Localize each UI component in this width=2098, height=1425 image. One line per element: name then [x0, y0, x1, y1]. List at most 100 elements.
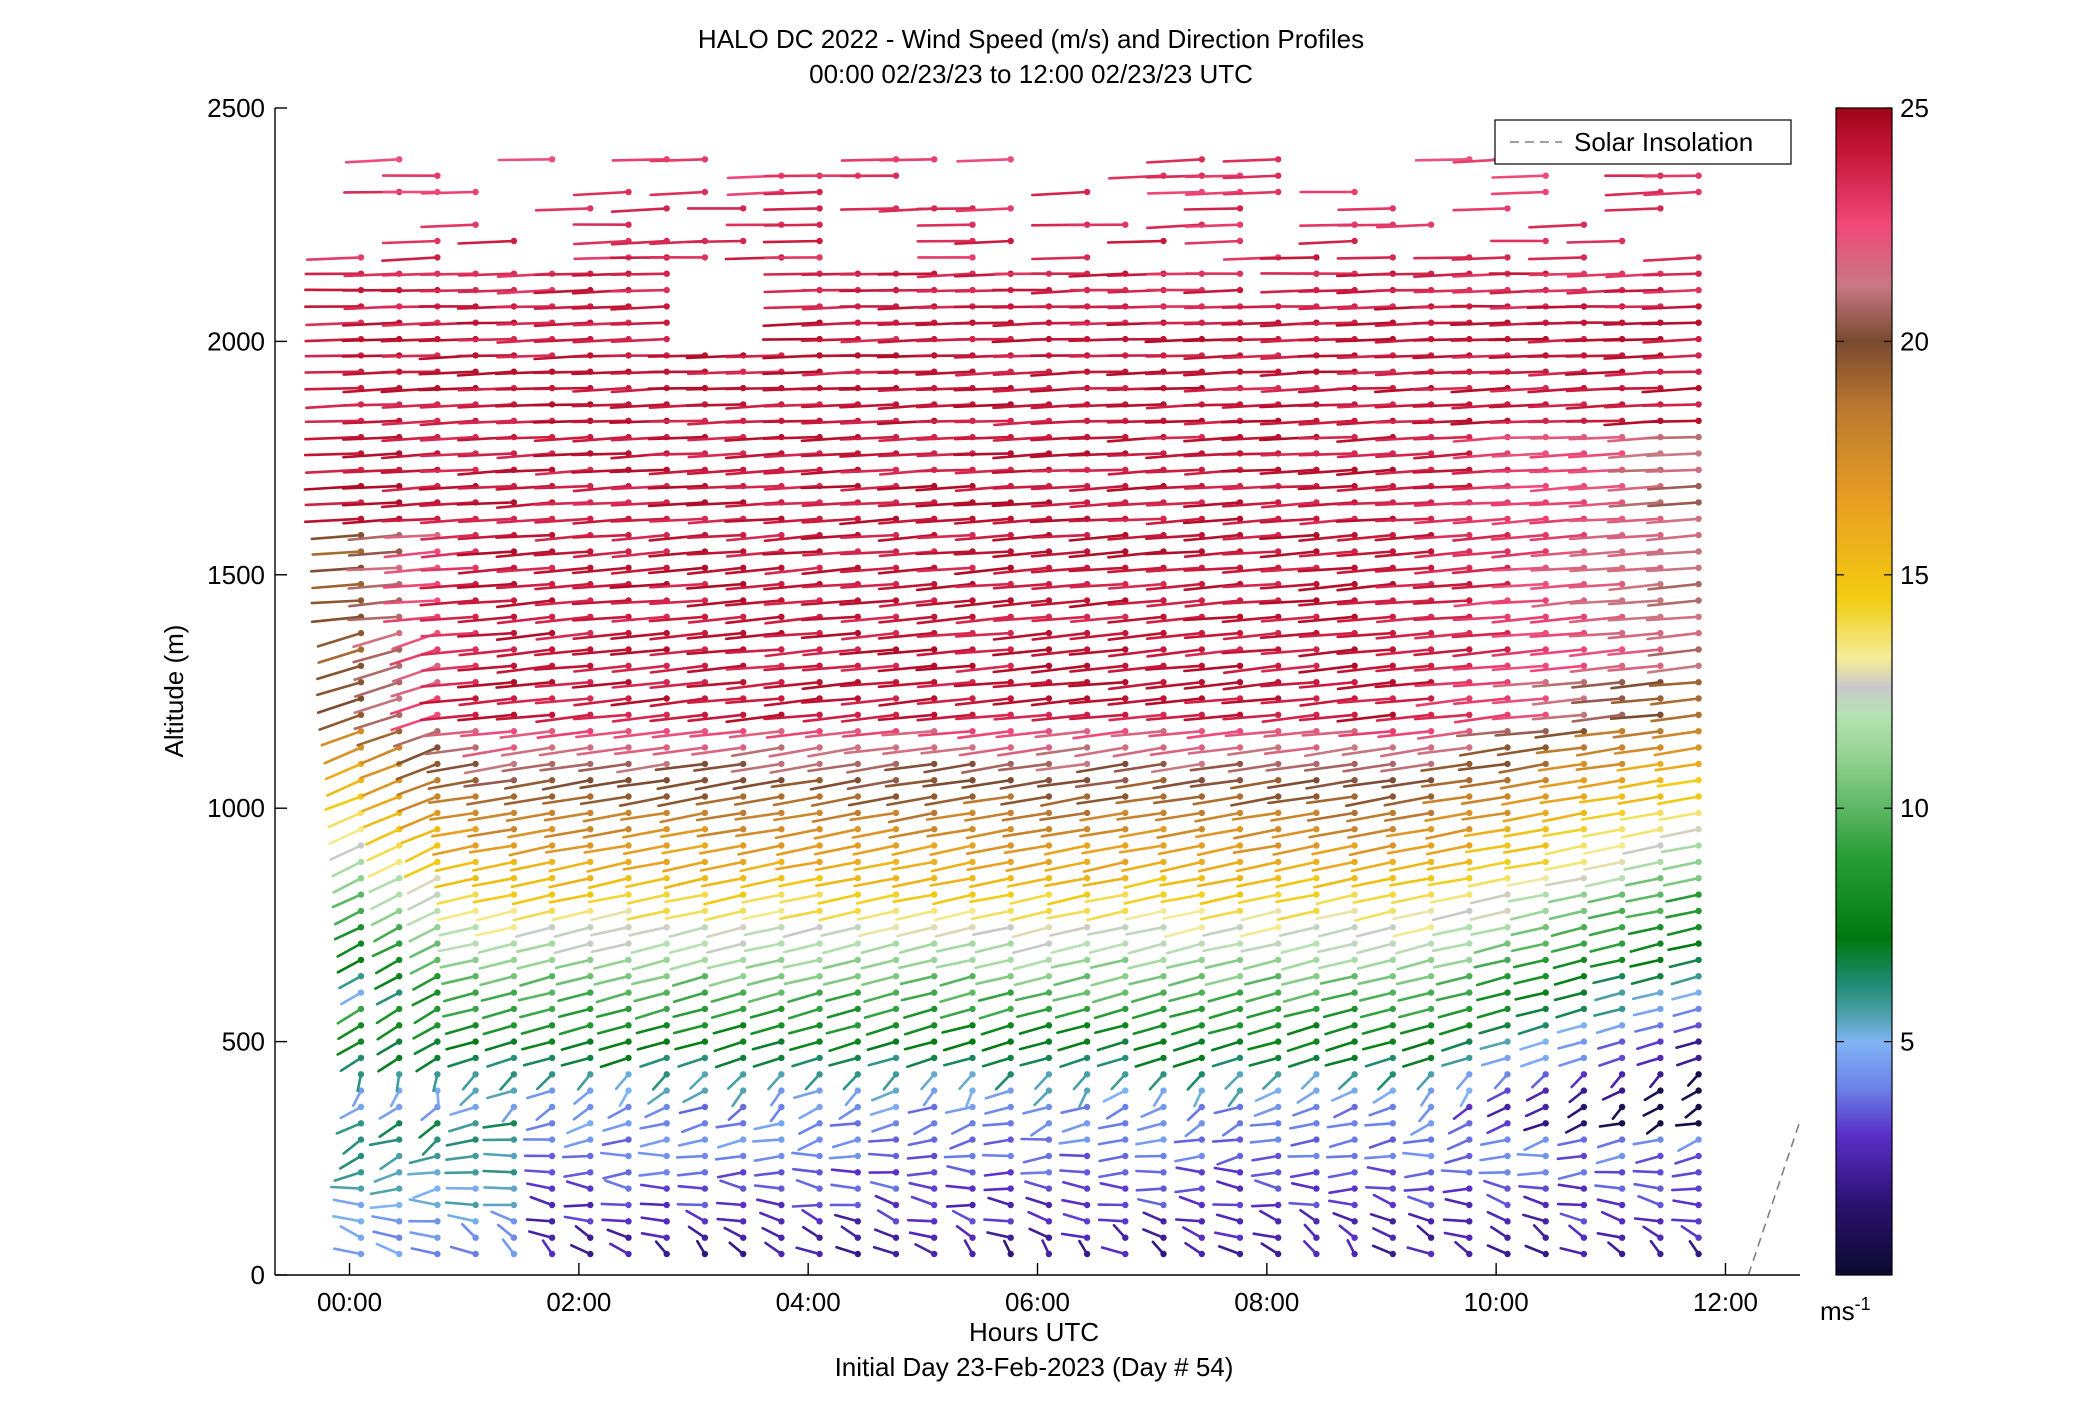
- wind-barb-point: [510, 1022, 518, 1029]
- wind-barb-point: [1122, 858, 1129, 866]
- wind-barb-stick: [916, 631, 974, 639]
- wind-barb-stick: [724, 517, 783, 523]
- wind-barb-point: [1313, 254, 1320, 261]
- wind-barb-stick: [763, 582, 821, 591]
- wind-barb-point: [1083, 809, 1091, 817]
- wind-barb-point: [854, 907, 861, 915]
- wind-barb-point: [1542, 662, 1549, 669]
- wind-barb-stick: [1275, 893, 1318, 904]
- wind-barb-stick: [611, 550, 669, 559]
- x-tick-label: 12:00: [1693, 1287, 1758, 1317]
- wind-barb-stick: [1450, 386, 1509, 394]
- wind-barb-stick: [611, 680, 669, 689]
- wind-barb-stick: [1335, 337, 1395, 343]
- wind-barb-stick: [495, 435, 554, 441]
- wind-barb-point: [1618, 891, 1626, 898]
- wind-barb-stick: [1426, 860, 1471, 871]
- wind-barb-stick: [942, 1056, 974, 1067]
- wind-barb-stick: [378, 1122, 401, 1138]
- wind-barb-stick: [310, 599, 363, 605]
- wind-barb-point: [701, 597, 709, 604]
- wind-barb-stick: [677, 1138, 707, 1147]
- wind-barb-stick: [1647, 582, 1700, 591]
- wind-barb-stick: [1635, 1154, 1662, 1164]
- wind-barb-point: [1045, 1234, 1053, 1241]
- wind-barb-point: [1083, 875, 1091, 882]
- wind-barb-stick: [1645, 452, 1700, 458]
- wind-barb-point: [1657, 1152, 1664, 1160]
- wind-barb-point: [434, 597, 441, 604]
- wind-barb-stick: [1660, 844, 1700, 854]
- wind-barb-point: [1083, 1087, 1091, 1094]
- wind-barb-stick: [994, 1073, 1013, 1091]
- wind-barb-stick: [1324, 1056, 1356, 1067]
- wind-barb-point: [1657, 1038, 1664, 1045]
- wind-barb-stick: [1417, 746, 1471, 756]
- wind-barb-stick: [1375, 468, 1433, 476]
- wind-barb-point: [1236, 1152, 1244, 1160]
- wind-barb-stick: [1412, 582, 1471, 590]
- wind-barb-stick: [1527, 386, 1586, 394]
- wind-barb-stick: [867, 1152, 898, 1158]
- wind-barb-point: [663, 319, 670, 326]
- wind-barb-point: [1657, 1136, 1664, 1143]
- wind-barb-stick: [1452, 533, 1509, 542]
- wind-barb-point: [1275, 1152, 1282, 1160]
- wind-barb-stick: [953, 517, 1013, 525]
- wind-barb-point: [1198, 1022, 1206, 1029]
- wind-barb-stick: [1397, 1007, 1433, 1019]
- wind-barb-stick: [840, 615, 898, 624]
- wind-barb-point: [1466, 760, 1473, 768]
- wind-barb-stick: [1488, 403, 1547, 409]
- wind-barb-stick: [1674, 1122, 1700, 1127]
- wind-barb-point: [969, 1136, 976, 1143]
- wind-barb-stick: [381, 256, 439, 263]
- wind-barb-stick: [1336, 484, 1395, 493]
- wind-barb-point: [1122, 1038, 1129, 1045]
- wind-barb-stick: [456, 354, 516, 358]
- wind-barb-stick: [1459, 746, 1509, 757]
- wind-barb-stick: [1317, 958, 1356, 970]
- wind-barb-stick: [1486, 1122, 1509, 1135]
- wind-barb-stick: [1427, 876, 1471, 887]
- wind-barb-stick: [1336, 648, 1395, 656]
- wind-barb-point: [587, 205, 594, 212]
- wind-barb-point: [1083, 907, 1091, 915]
- wind-barb-point: [1275, 777, 1282, 784]
- wind-barb-stick: [1183, 713, 1242, 722]
- wind-barb-point: [1275, 858, 1282, 866]
- wind-barb-stick: [1013, 974, 1051, 987]
- wind-barb-stick: [1168, 974, 1204, 987]
- wind-barb-stick: [1476, 1007, 1509, 1019]
- wind-barb-stick: [557, 991, 592, 1003]
- wind-barb-stick: [1341, 746, 1395, 757]
- wind-barb-stick: [1280, 942, 1318, 955]
- wind-barb-stick: [496, 648, 554, 658]
- wind-barb-stick: [1604, 305, 1662, 309]
- wind-barb-stick: [860, 942, 898, 955]
- wind-barb-point: [663, 679, 670, 686]
- wind-barb-stick: [324, 762, 363, 781]
- wind-barb-stick: [522, 1056, 554, 1067]
- wind-barb-stick: [1498, 762, 1547, 774]
- wind-barb-point: [892, 564, 900, 571]
- wind-barb-stick: [755, 1198, 783, 1207]
- wind-barb-stick: [871, 1122, 898, 1133]
- wind-barb-point: [1427, 629, 1435, 637]
- wind-barb-point: [434, 891, 441, 898]
- wind-barb-point: [1351, 924, 1358, 931]
- wind-barb-point: [663, 973, 670, 980]
- wind-barb-stick: [406, 909, 439, 927]
- wind-barb-stick: [1617, 795, 1662, 805]
- wind-barb-point: [1045, 989, 1053, 996]
- wind-barb-point: [587, 482, 594, 490]
- wind-barb-point: [1083, 760, 1091, 768]
- wind-barb-stick: [839, 517, 898, 526]
- wind-barb-point: [1083, 482, 1091, 490]
- wind-barb-stick: [409, 942, 439, 959]
- wind-barb-stick: [456, 631, 516, 638]
- wind-barb-point: [740, 1152, 747, 1160]
- wind-barb-stick: [563, 1215, 592, 1223]
- wind-barb-stick: [960, 762, 1013, 775]
- wind-barb-point: [472, 1087, 479, 1094]
